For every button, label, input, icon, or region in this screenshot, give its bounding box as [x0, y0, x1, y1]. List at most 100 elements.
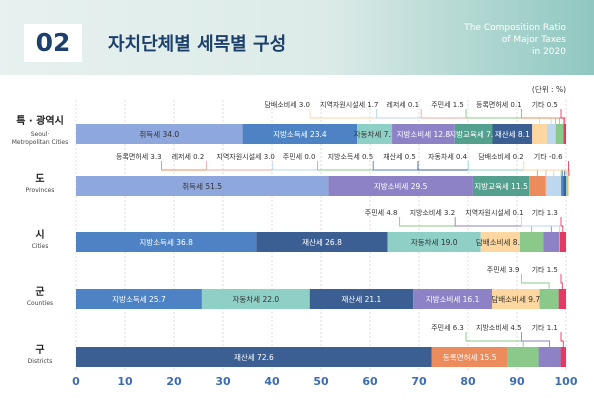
- callout-label: 재산세 0.5: [383, 152, 416, 161]
- row-label-en: Cities: [32, 243, 49, 250]
- page-title: 자치단체별 세목별 구성: [108, 34, 287, 55]
- callout-leader: [521, 332, 551, 347]
- callout-leader: [560, 217, 564, 232]
- bar-segment: [545, 176, 547, 196]
- x-tick-label: 90: [509, 375, 525, 388]
- segment-label: 자동차세 19.0: [411, 238, 458, 247]
- segment-label: 취득세 34.0: [139, 130, 179, 139]
- row-label-ko: 구: [35, 344, 44, 356]
- gridlines: [75, 100, 567, 370]
- x-tick-label: 70: [411, 375, 427, 388]
- bar-segment: [532, 124, 547, 144]
- segment-label: 지방교육세 7.7: [449, 129, 498, 139]
- bar-segment: [546, 124, 556, 144]
- callout-label: 자동차세 0.4: [428, 152, 468, 161]
- segment-label: 자동차세 22.0: [232, 295, 279, 304]
- bar-segment: [472, 176, 530, 196]
- bar-segment: [560, 347, 566, 367]
- callout-leader: [205, 161, 547, 176]
- x-tick-label: 10: [117, 375, 133, 388]
- segment-label: 재산세 72.6: [234, 352, 274, 362]
- x-axis: 0 10 20 30 40 50 60 70 80 90 100: [72, 375, 578, 388]
- bar-segment: [454, 124, 493, 144]
- callout-leader: [523, 161, 569, 176]
- bar-segment: [256, 232, 388, 252]
- bar-segment: [242, 124, 358, 144]
- callout-leader: [375, 109, 552, 124]
- callout-label: 담배소비세 3.0: [264, 100, 310, 109]
- bar-segment: [76, 176, 329, 196]
- callout-leader: [317, 161, 562, 176]
- segment-label: 자동차세 7.1: [354, 130, 396, 139]
- callout-leader: [521, 274, 550, 289]
- callout-label: 기타 1.5: [532, 265, 558, 274]
- segment-label: 재산세 26.8: [302, 237, 342, 247]
- x-tick-label: 40: [264, 375, 280, 388]
- bar-segment: [309, 289, 414, 309]
- callout-label: 주민세 6.3: [431, 323, 464, 332]
- row-labels: 특 · 광역시 Seoul·Metropolitan Cities 도 Provinc…: [12, 114, 68, 365]
- bar-segment: [559, 232, 566, 252]
- bar-segment: [563, 124, 566, 144]
- callout-label: 기타 1.1: [532, 323, 558, 332]
- bar-segment: [529, 176, 546, 196]
- bar-segment: [561, 176, 564, 196]
- callout-label: 기타 -0.6: [534, 152, 563, 161]
- row-label-ko: 도: [35, 173, 44, 185]
- row-label-en: Provinces: [26, 187, 55, 194]
- callout-label: 기타 1.3: [532, 208, 558, 217]
- row-label-ko: 시: [35, 229, 44, 241]
- callout-label: 기타 0.5: [532, 100, 558, 109]
- bar-segment: [76, 124, 243, 144]
- segment-label: 지방교육세 11.5: [474, 181, 528, 191]
- segment-label: 지방소비세 12.8: [397, 129, 451, 139]
- callout-label: 지방소득세 0.5: [328, 152, 374, 161]
- callout-label: 주민세 3.9: [487, 265, 520, 274]
- bar-segment: [558, 289, 566, 309]
- x-tick-label: 30: [215, 375, 231, 388]
- row-label-en: Districts: [28, 358, 53, 365]
- segment-label: 등록면허세 15.5: [443, 352, 497, 362]
- segment-label: 지방소득세 23.4: [273, 129, 327, 139]
- callout-leader: [521, 109, 564, 124]
- callout-leader: [309, 109, 540, 124]
- bar-segment: [76, 289, 202, 309]
- bar-segment: [546, 176, 562, 196]
- bar-segment: [392, 124, 455, 144]
- bar-segment: [543, 232, 560, 252]
- callout-leader: [521, 217, 560, 232]
- callout-leader: [417, 161, 566, 176]
- bar-segment: [507, 347, 539, 367]
- header-banner: 02 자치단체별 세목별 구성 The Composition Ratio of…: [0, 0, 594, 75]
- segment-label: 담배소비세 9.7: [491, 294, 540, 304]
- callouts: 담배소비세 3.0 지역자원시설세 1.7 레저세 0.1 주민세 1.5 등록면허세 …: [116, 100, 570, 347]
- callout-label: 지역자원시설세 0.1: [465, 208, 523, 217]
- bar-segment: [563, 176, 566, 196]
- callout-label: 지역자원시설세 3.0: [216, 152, 274, 161]
- callout-leader: [161, 161, 538, 176]
- callout-label: 등록면허세 3.3: [116, 152, 162, 161]
- bar-segment: [492, 124, 533, 144]
- callout-label: 레저세 0.1: [386, 100, 419, 109]
- callout-leader: [454, 217, 552, 232]
- callout-label: 주민세 1.5: [431, 100, 464, 109]
- segment-label: 재산세 8.1: [495, 129, 530, 139]
- bar-segment: [566, 176, 568, 196]
- page-subtitle-en: The Composition Ratio of Major Taxes in …: [464, 23, 566, 57]
- bar-segment: [539, 289, 559, 309]
- bar-segment: [567, 176, 569, 196]
- segment-label: 지방소비세 16.1: [426, 294, 480, 304]
- bar-segment: [76, 232, 257, 252]
- bar-segment: [201, 289, 310, 309]
- callout-leader: [465, 109, 560, 124]
- bar-segment: [328, 176, 473, 196]
- segment-label: 지방소득세 36.8: [139, 237, 193, 247]
- segment-label: 지방소득세 25.7: [112, 294, 166, 304]
- row-label-en: Metropolitan Cities: [12, 139, 68, 146]
- row-label-ko: 특 · 광역시: [16, 114, 64, 127]
- callout-label: 담배소비세 0.2: [478, 152, 524, 161]
- callout-label: 지방소비세 3.2: [410, 208, 456, 217]
- segment-label: 지방소비세 29.5: [374, 181, 428, 191]
- callout-leader: [465, 332, 524, 347]
